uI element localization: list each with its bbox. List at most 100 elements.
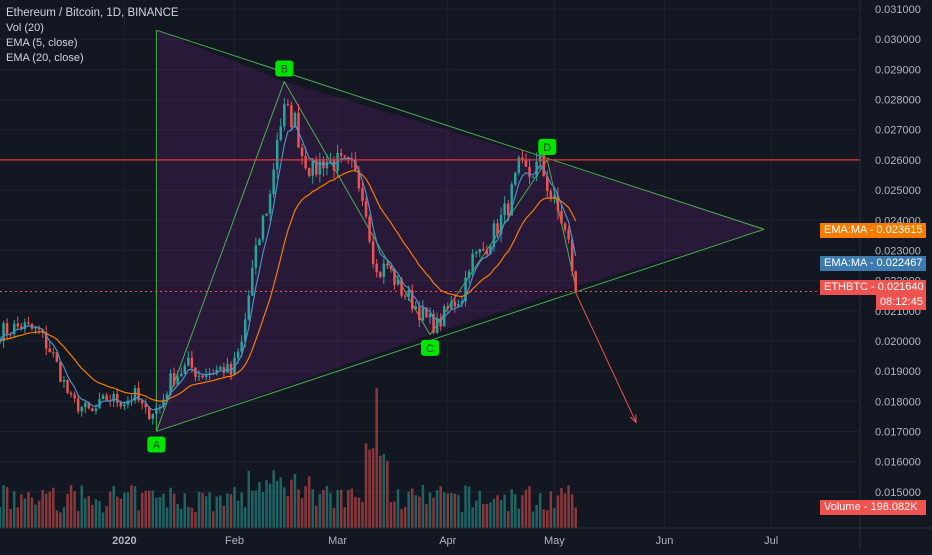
volume-bar xyxy=(176,504,179,528)
price-axis-label: 0.030000 xyxy=(875,34,921,46)
volume-bar xyxy=(279,477,282,528)
candle-body xyxy=(478,249,481,253)
volume-bar xyxy=(325,485,329,528)
candle-body xyxy=(247,295,251,320)
candle-body xyxy=(560,210,563,224)
volume-bar xyxy=(108,491,112,528)
ema-lines xyxy=(0,123,577,411)
candle-body xyxy=(140,400,144,404)
volume-bar xyxy=(27,491,30,528)
volume-bar xyxy=(418,496,421,528)
candle-body xyxy=(66,380,69,393)
candle-body xyxy=(567,229,570,240)
candle-body xyxy=(467,271,471,278)
time-axis-label: Apr xyxy=(439,535,456,547)
candle-body xyxy=(169,373,172,395)
point-label-box-a xyxy=(147,436,166,453)
candle-body xyxy=(553,195,556,199)
candle-body xyxy=(87,402,91,409)
volume-bar xyxy=(368,449,371,528)
candle-body xyxy=(361,188,364,202)
candle-body xyxy=(34,327,37,329)
volume-bar xyxy=(460,511,464,528)
candle-body xyxy=(268,194,272,214)
volume-bar xyxy=(94,499,98,528)
volume-bar xyxy=(510,489,513,528)
price-axis-label: 0.028000 xyxy=(875,95,921,107)
candle-body xyxy=(489,246,492,255)
wave-line-bc xyxy=(283,81,431,336)
price-axis-label: 0.031000 xyxy=(875,4,921,16)
price-axis-label: 0.015000 xyxy=(875,487,921,499)
volume-bar xyxy=(119,498,123,528)
volume-bar xyxy=(194,512,197,528)
candle-body xyxy=(492,223,496,247)
volume-bar xyxy=(563,493,567,528)
candle-body xyxy=(133,388,137,401)
projection-arrow-head xyxy=(629,414,637,424)
candle-body xyxy=(297,112,300,148)
volume-bar xyxy=(59,512,62,528)
volume-bar xyxy=(55,510,59,528)
triangle-pattern xyxy=(155,29,765,432)
volume-bar xyxy=(528,486,531,528)
ema5-price-tag: EMA:MA - 0.022467 xyxy=(820,256,926,271)
volume-bar xyxy=(517,508,521,528)
volume-bar xyxy=(364,443,368,528)
candle-body xyxy=(354,159,357,170)
candle-body xyxy=(52,352,55,354)
candle-body xyxy=(457,304,460,307)
last-price-tag: ETHBTC - 0.021640 xyxy=(820,280,926,295)
price-axis-label: 0.026000 xyxy=(875,155,921,167)
volume-bar xyxy=(84,498,87,528)
candle-body xyxy=(261,215,265,240)
candle-body xyxy=(368,216,371,242)
candle-body xyxy=(421,307,425,321)
volume-bar xyxy=(148,490,151,528)
candle-body xyxy=(197,375,201,377)
candle-body xyxy=(62,380,66,382)
volume-bar xyxy=(172,493,176,528)
candle-body xyxy=(179,373,183,377)
volume-bar xyxy=(52,487,55,528)
legend-ema-slow[interactable]: EMA (20, close) xyxy=(6,52,84,64)
volume-bar xyxy=(91,505,94,528)
candle-body xyxy=(538,153,542,162)
candle-body xyxy=(531,176,535,178)
volume-bar xyxy=(482,504,485,528)
candle-body xyxy=(428,313,432,318)
volume-bar xyxy=(435,490,439,528)
candle-body xyxy=(503,203,506,216)
candle-body xyxy=(2,323,5,342)
candle-body xyxy=(69,392,73,395)
candle-body xyxy=(410,290,414,310)
volume-bar xyxy=(165,507,169,528)
candle-body xyxy=(318,160,322,175)
volume-bar xyxy=(535,504,538,528)
volume-bar xyxy=(48,491,51,528)
price-axis-label: 0.025000 xyxy=(875,185,921,197)
candle-body xyxy=(556,195,560,211)
volume-bar xyxy=(87,495,91,528)
candle-body xyxy=(0,341,2,343)
legend-ema-fast[interactable]: EMA (5, close) xyxy=(6,37,78,49)
candle-body xyxy=(91,408,94,412)
triangle-fill xyxy=(156,30,765,432)
point-label-box-c xyxy=(421,339,439,356)
legend-vol[interactable]: Vol (20) xyxy=(6,22,44,34)
candle-body xyxy=(347,156,350,159)
chart-legend: Ethereum / Bitcoin, 1D, BINANCE Vol (20)… xyxy=(6,6,179,66)
symbol-title[interactable]: Ethereum / Bitcoin, 1D, BINANCE xyxy=(6,7,179,19)
candle-body xyxy=(155,407,158,414)
volume-bar xyxy=(283,487,286,528)
volume-bar xyxy=(254,490,258,528)
volume-bar xyxy=(268,483,272,528)
candle-body xyxy=(27,322,30,324)
volume-bar xyxy=(567,485,570,528)
time-axis-label: Jun xyxy=(656,535,674,547)
volume-bar xyxy=(439,486,442,528)
volume-bar xyxy=(233,487,236,528)
